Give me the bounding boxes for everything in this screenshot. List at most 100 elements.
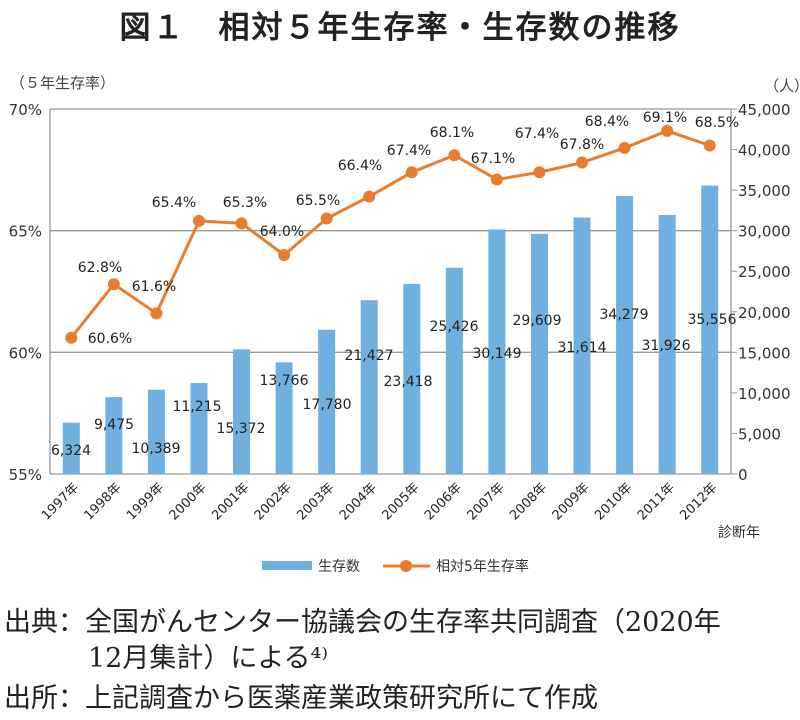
bar-1997年 [62, 422, 80, 474]
x-tick-label: 2007年 [465, 480, 508, 523]
count-data-label: 17,780 [303, 397, 352, 413]
count-data-label: 11,215 [173, 399, 222, 415]
count-data-label: 13,766 [260, 373, 309, 389]
bar-2005年 [403, 284, 421, 474]
bar-2000年 [190, 383, 208, 474]
x-tick-label: 2010年 [592, 480, 635, 523]
bar-2008年 [530, 233, 548, 474]
count-data-label: 31,614 [558, 340, 607, 356]
legend-line-marker [400, 560, 412, 572]
rate-data-label: 65.5% [296, 193, 340, 209]
x-tick-label: 2009年 [550, 480, 593, 523]
bar-2004年 [360, 300, 378, 474]
bar-2007年 [488, 229, 506, 474]
chart-title: 図１ 相対５年生存率・生存数の推移 [119, 10, 681, 46]
bar-2003年 [318, 329, 336, 474]
line-point-2006年 [448, 149, 461, 162]
x-tick-label: 2003年 [294, 480, 337, 523]
count-data-label: 23,418 [384, 374, 433, 390]
survival-rate-line [70, 129, 711, 339]
y-right-tick-label: 20,000 [738, 304, 791, 322]
y-right-tick-label: 10,000 [738, 385, 791, 403]
y-left-axis-title: （５年生存率） [10, 74, 115, 92]
y-right-tick-label: 30,000 [738, 223, 791, 241]
x-tick-label: 2008年 [507, 480, 550, 523]
bar-2001年 [233, 349, 251, 474]
source-line-3: 出所：上記調査から医薬産業政策研究所にて作成 [4, 683, 598, 714]
line-point-2002年 [278, 249, 291, 261]
rate-data-label: 60.6% [88, 331, 132, 347]
count-data-label: 29,609 [513, 313, 562, 329]
legend-bar-swatch [262, 561, 312, 570]
count-data-label: 31,926 [642, 338, 691, 354]
y-right-tick-label: 45,000 [738, 101, 791, 119]
source-line-2: 12月集計）による⁴⁾ [88, 643, 329, 674]
line-point-2001年 [235, 217, 248, 230]
x-tick-label: 2000年 [167, 480, 210, 523]
y-right-tick-label: 25,000 [738, 263, 791, 281]
bar-1999年 [147, 389, 165, 474]
x-tick-label: 1997年 [39, 480, 82, 523]
rate-data-label: 62.8% [78, 260, 122, 276]
line-point-2008年 [533, 166, 546, 179]
count-data-label: 6,324 [51, 443, 91, 459]
rate-data-label: 61.6% [132, 279, 176, 295]
y-right-tick-label: 15,000 [738, 344, 791, 362]
rate-data-label: 67.4% [387, 143, 431, 159]
source-line-1: 出典：全国がんセンター協議会の生存率共同調査（2020年 [4, 607, 721, 638]
line-point-2005年 [405, 166, 418, 179]
legend-bar-label: 生存数 [318, 559, 360, 575]
line-point-1998年 [107, 278, 120, 291]
rate-data-label: 67.1% [471, 151, 515, 167]
bar-2002年 [275, 362, 293, 474]
y-right-tick-label: 35,000 [738, 182, 791, 200]
x-tick-label: 1998年 [81, 480, 124, 523]
rate-data-label: 65.4% [152, 195, 196, 211]
line-point-2009年 [576, 156, 589, 169]
x-tick-label: 1999年 [124, 480, 167, 523]
x-tick-label: 2011年 [635, 480, 678, 523]
line-point-1999年 [150, 307, 163, 320]
count-data-label: 34,279 [600, 307, 649, 323]
y-left-tick-label: 65% [9, 223, 42, 241]
count-data-label: 35,556 [688, 312, 737, 328]
bar-2009年 [573, 217, 591, 475]
rate-data-label: 66.4% [338, 158, 382, 174]
rate-data-label: 65.3% [223, 195, 267, 211]
rate-data-label: 67.8% [560, 137, 604, 153]
bar-2012年 [701, 185, 719, 475]
rate-data-label: 67.4% [515, 126, 559, 142]
y-left-tick-label: 60% [9, 344, 42, 362]
x-tick-label: 2012年 [677, 480, 720, 523]
x-axis-title: 診断年 [718, 525, 760, 541]
line-point-2000年 [192, 214, 205, 227]
count-data-label: 25,426 [430, 319, 479, 335]
count-data-label: 30,149 [473, 346, 522, 362]
y-left-tick-label: 70% [9, 101, 42, 119]
count-data-label: 15,372 [217, 421, 266, 437]
line-point-2004年 [363, 190, 376, 203]
line-point-2003年 [320, 212, 333, 225]
bar-2011年 [658, 215, 676, 474]
bar-2010年 [616, 195, 634, 474]
rate-data-label: 68.4% [585, 114, 629, 130]
x-tick-label: 2005年 [379, 480, 422, 523]
chart: 55% 60% 65% 70% 0 5,000 10,000 15,000 20,000 25,0… [9, 74, 800, 575]
x-tick-label: 2006年 [422, 480, 465, 523]
rate-data-label: 69.1% [643, 110, 687, 126]
y-right-axis-title: （人） [764, 77, 800, 95]
bar-1998年 [105, 397, 123, 474]
y-right-tick-label: 40,000 [738, 142, 791, 160]
line-point-2012年 [703, 139, 716, 152]
legend-line-label: 相対5年生存率 [436, 558, 529, 575]
count-data-label: 21,427 [345, 348, 394, 364]
y-right-tick-label: 0 [738, 466, 748, 484]
bar-2006年 [445, 267, 463, 474]
y-left-tick-label: 55% [9, 466, 42, 484]
y-right-tick-label: 5,000 [738, 425, 781, 443]
x-tick-label: 2001年 [209, 480, 252, 523]
rate-data-label: 64.0% [260, 224, 304, 240]
count-data-label: 9,475 [94, 417, 134, 433]
x-tick-label: 2002年 [252, 480, 295, 523]
line-point-2011年 [661, 124, 674, 137]
